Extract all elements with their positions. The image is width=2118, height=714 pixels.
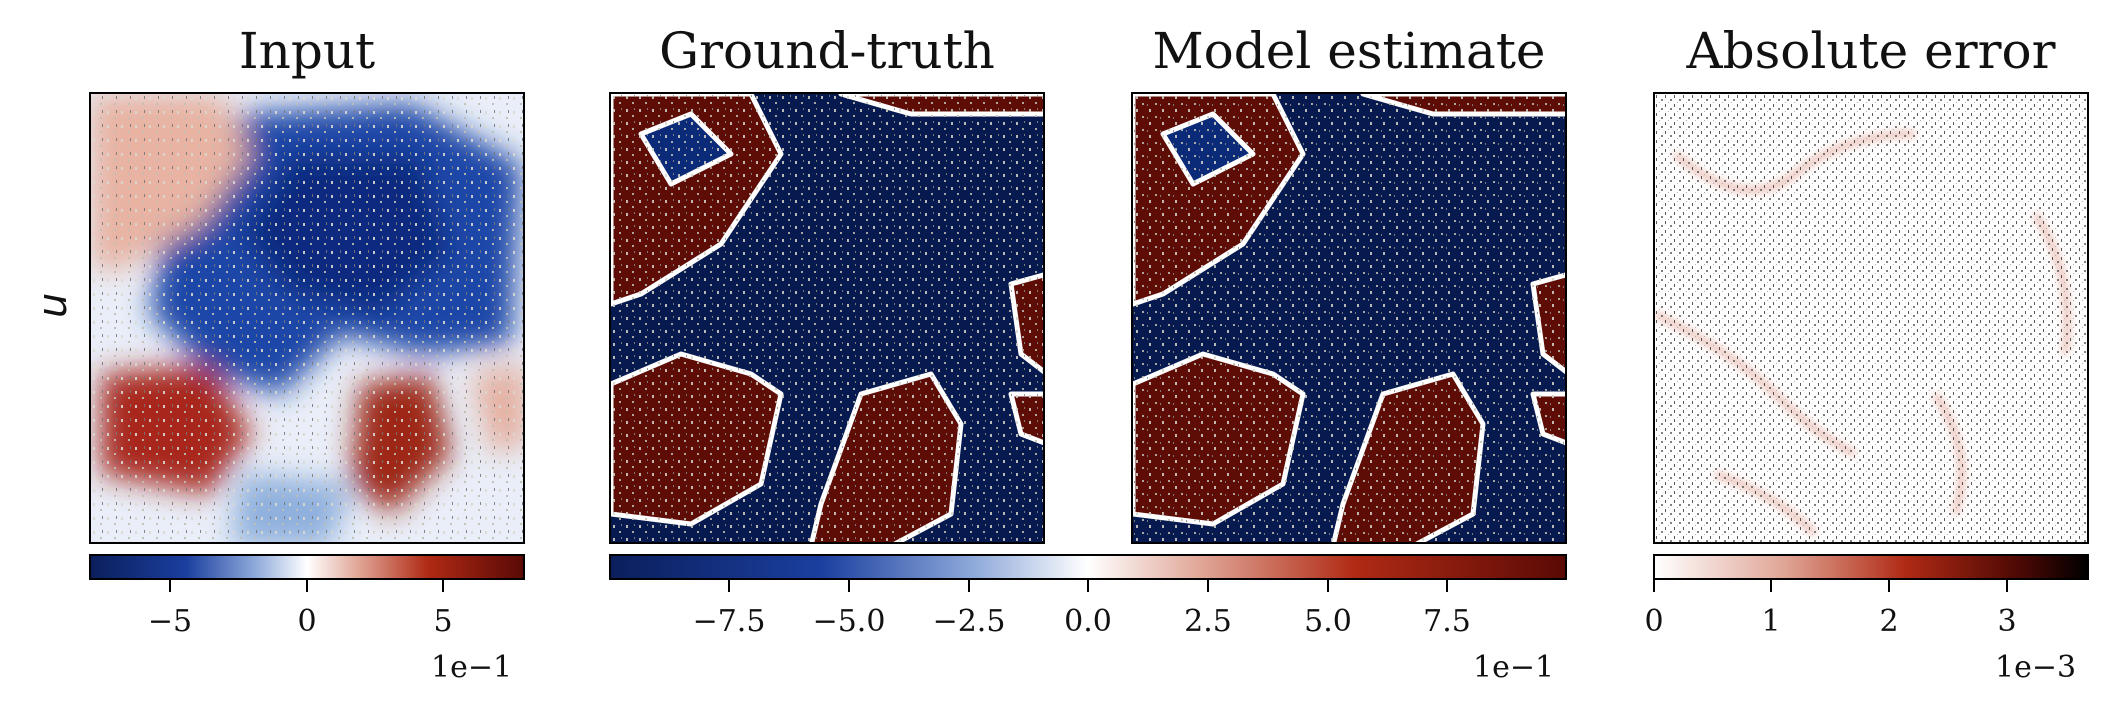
tick-label-error-2: 1 — [1761, 604, 1781, 639]
tick-input-2 — [306, 580, 308, 592]
panel-title-absolute-error: Absolute error — [1686, 22, 2056, 80]
tick-shared-1 — [728, 580, 730, 592]
colorbar-error — [1653, 554, 2089, 580]
tick-error-4 — [2006, 580, 2008, 592]
panel-title-input: Input — [238, 22, 376, 80]
colorbar-shared — [609, 554, 1567, 580]
tick-error-1 — [1653, 580, 1655, 592]
tick-shared-5 — [1207, 580, 1209, 592]
absolute-error-image — [1653, 92, 2089, 544]
colorbar-input — [89, 554, 525, 580]
tick-shared-7 — [1446, 580, 1448, 592]
tick-label-shared-3: −2.5 — [932, 604, 1006, 639]
input-field-image — [89, 92, 525, 544]
ground-truth-field-image — [609, 92, 1045, 544]
tick-shared-3 — [968, 580, 970, 592]
tick-label-input-2: 0 — [297, 604, 317, 639]
tick-label-error-4: 3 — [1997, 604, 2017, 639]
tick-error-3 — [1888, 580, 1890, 592]
tick-label-shared-5: 2.5 — [1184, 604, 1232, 639]
row-label-u: u — [30, 292, 76, 318]
tick-label-input-3: 5 — [433, 604, 453, 639]
tick-label-shared-7: 7.5 — [1423, 604, 1471, 639]
scale-label-shared: 1e−1 — [1473, 650, 1555, 685]
tick-input-3 — [442, 580, 444, 592]
tick-label-input-1: −5 — [147, 604, 193, 639]
tick-label-shared-4: 0.0 — [1064, 604, 1112, 639]
tick-input-1 — [169, 580, 171, 592]
tick-label-shared-1: −7.5 — [692, 604, 766, 639]
panel-title-model-estimate: Model estimate — [1152, 22, 1546, 80]
tick-label-error-1: 0 — [1644, 604, 1664, 639]
scale-label-input: 1e−1 — [431, 650, 513, 685]
tick-shared-2 — [848, 580, 850, 592]
tick-label-shared-2: −5.0 — [812, 604, 886, 639]
tick-shared-4 — [1087, 580, 1089, 592]
scale-label-error: 1e−3 — [1995, 650, 2077, 685]
model-estimate-field-image — [1131, 92, 1567, 544]
tick-label-error-3: 2 — [1879, 604, 1899, 639]
tick-shared-6 — [1327, 580, 1329, 592]
tick-error-2 — [1770, 580, 1772, 592]
panel-title-ground-truth: Ground-truth — [659, 22, 995, 80]
tick-label-shared-6: 5.0 — [1304, 604, 1352, 639]
